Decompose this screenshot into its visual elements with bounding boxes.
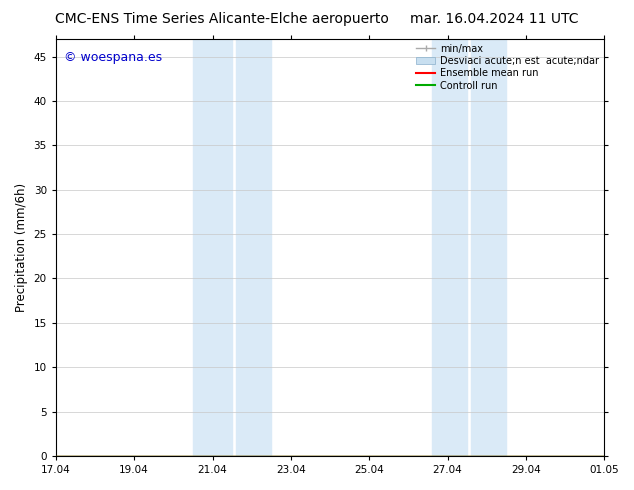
Text: © woespana.es: © woespana.es — [64, 51, 162, 64]
Bar — [193, 39, 232, 456]
Bar — [432, 39, 467, 456]
Y-axis label: Precipitation (mm/6h): Precipitation (mm/6h) — [15, 183, 28, 312]
Bar — [471, 39, 507, 456]
Legend: min/max, Desviaci acute;n est  acute;ndar, Ensemble mean run, Controll run: min/max, Desviaci acute;n est acute;ndar… — [414, 42, 601, 93]
Bar — [236, 39, 271, 456]
Text: CMC-ENS Time Series Alicante-Elche aeropuerto: CMC-ENS Time Series Alicante-Elche aerop… — [55, 12, 389, 26]
Text: mar. 16.04.2024 11 UTC: mar. 16.04.2024 11 UTC — [410, 12, 579, 26]
